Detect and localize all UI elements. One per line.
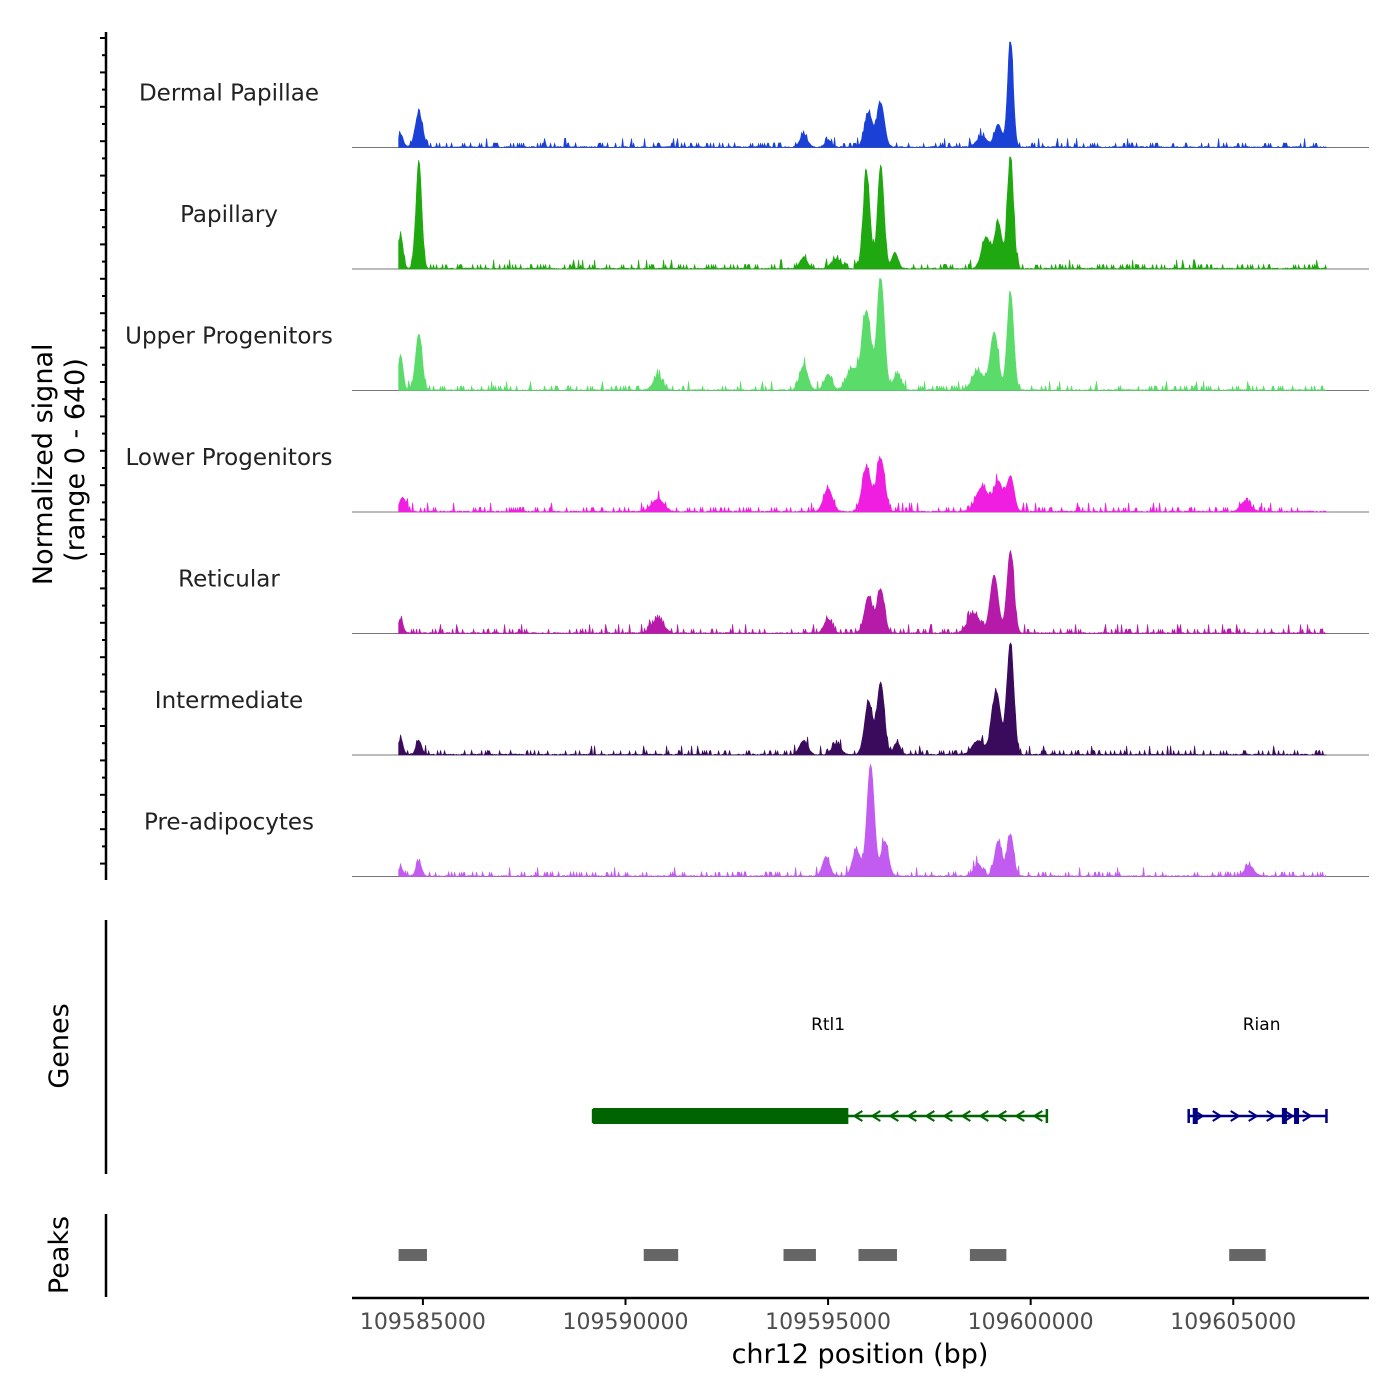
gene-strand-arrow	[924, 1110, 935, 1122]
gene-strand-arrow	[888, 1110, 899, 1122]
gene-rian: Rian	[1187, 1015, 1328, 1124]
track-reticular: Reticular	[178, 549, 1369, 635]
track-label-dermal-papillae: Dermal Papillae	[139, 81, 319, 107]
gene-rtl1: Rtl1	[591, 1015, 1049, 1124]
gene-strand-arrow	[942, 1110, 953, 1122]
gene-strand-arrow	[1032, 1110, 1043, 1122]
gene-exon	[1281, 1108, 1287, 1124]
x-axis-title: chr12 position (bp)	[732, 1339, 989, 1370]
x-tick-label: 109600000	[968, 1310, 1094, 1335]
track-label-papillary: Papillary	[180, 202, 278, 228]
track-label-lower-progenitors: Lower Progenitors	[126, 445, 333, 471]
signal-y-axis-title-line2: (range 0 - 640)	[60, 358, 91, 562]
gene-strand-arrow	[1266, 1110, 1277, 1122]
gene-strand-arrow	[1212, 1110, 1223, 1122]
peaks-track-title: Peaks	[44, 1216, 75, 1294]
coverage-area-pre-adipocytes	[398, 763, 1328, 878]
track-intermediate: Intermediate	[155, 642, 1369, 756]
x-tick-label: 109605000	[1170, 1310, 1296, 1335]
gene-annotation-track: Rtl1 Rian	[591, 1015, 1328, 1124]
coverage-area-intermediate	[398, 642, 1327, 756]
peak-region	[858, 1249, 897, 1261]
track-label-intermediate: Intermediate	[155, 688, 303, 714]
coverage-area-dermal-papillae	[398, 41, 1328, 149]
signal-y-ticks	[100, 37, 106, 865]
gene-strand-arrow	[870, 1110, 881, 1122]
signal-y-axis-title: Normalized signal (range 0 - 640)	[28, 335, 91, 585]
coverage-area-papillary	[398, 156, 1327, 270]
track-label-pre-adipocytes: Pre-adipocytes	[144, 810, 314, 836]
track-pre-adipocytes: Pre-adipocytes	[144, 763, 1369, 878]
track-lower-progenitors: Lower Progenitors	[126, 445, 1369, 513]
gene-exon	[1294, 1108, 1300, 1124]
track-label-upper-progenitors: Upper Progenitors	[125, 324, 333, 350]
peak-region	[783, 1249, 816, 1261]
gene-exon	[1192, 1108, 1198, 1124]
peak-region	[1229, 1249, 1266, 1261]
gene-strand-arrow	[1284, 1110, 1295, 1122]
gene-strand-arrow	[1014, 1110, 1025, 1122]
track-label-reticular: Reticular	[178, 567, 280, 593]
track-dermal-papillae: Dermal Papillae	[139, 41, 1369, 149]
gene-strand-arrow	[1194, 1110, 1205, 1122]
gene-strand-arrow	[906, 1110, 917, 1122]
track-upper-progenitors: Upper Progenitors	[125, 278, 1369, 392]
gene-strand-arrow	[1248, 1110, 1259, 1122]
gene-strand-arrow	[996, 1110, 1007, 1122]
gene-strand-arrow	[852, 1110, 863, 1122]
signal-y-axis-title-line1: Normalized signal	[28, 344, 59, 586]
peak-region	[398, 1249, 427, 1261]
x-tick-label: 109595000	[765, 1310, 891, 1335]
peak-region	[643, 1249, 679, 1261]
x-tick-label: 109585000	[360, 1310, 486, 1335]
coverage-area-lower-progenitors	[398, 455, 1328, 513]
genes-track-title: Genes	[44, 1003, 75, 1088]
gene-exon	[593, 1108, 849, 1124]
x-axis-ticks: 109585000 109590000 109595000 109600000 1096…	[360, 1298, 1296, 1335]
coverage-tracks: Dermal Papillae Papillary Upper Progenitor…	[125, 41, 1369, 878]
peak-region	[969, 1249, 1007, 1261]
x-tick-label: 109590000	[563, 1310, 689, 1335]
track-papillary: Papillary	[180, 156, 1369, 270]
peaks-track	[398, 1249, 1266, 1261]
gene-label-rian: Rian	[1243, 1015, 1281, 1035]
coverage-area-reticular	[398, 549, 1327, 635]
gene-label-rtl1: Rtl1	[811, 1015, 845, 1035]
coverage-area-upper-progenitors	[398, 278, 1327, 392]
gene-strand-arrow	[978, 1110, 989, 1122]
gene-strand-arrow	[1302, 1110, 1313, 1122]
gene-strand-arrow	[1230, 1110, 1241, 1122]
gene-strand-arrow	[960, 1110, 971, 1122]
